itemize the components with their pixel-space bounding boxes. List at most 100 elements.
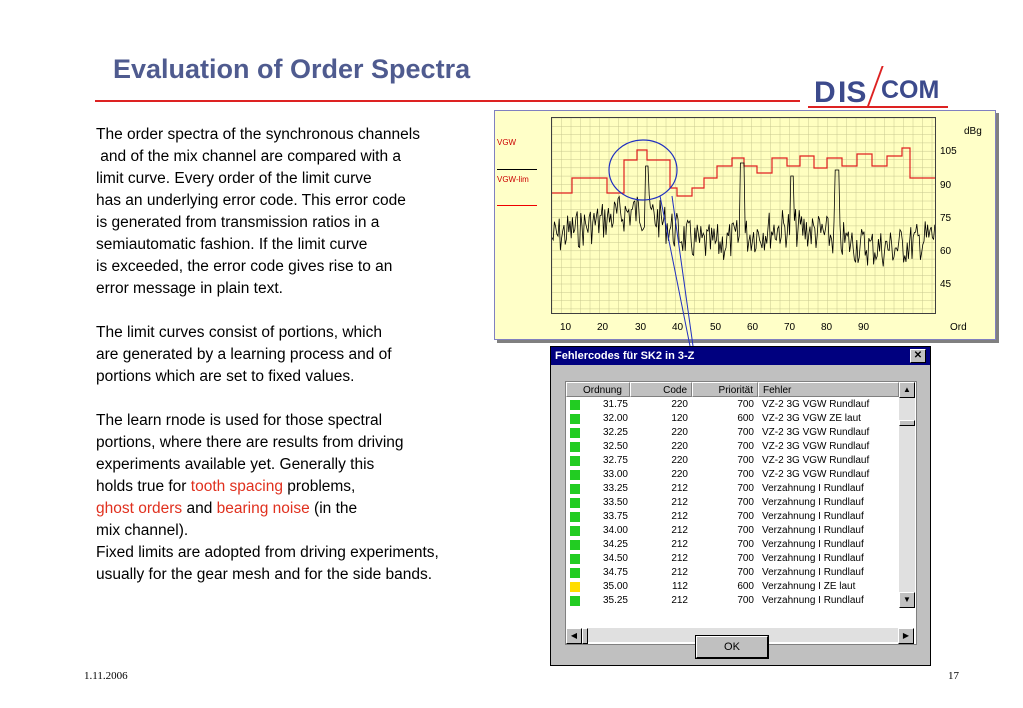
table-row[interactable]: 34.75 212 700 Verzahnung I Rundlauf (566, 566, 898, 580)
table-row[interactable]: 32.00 120 600 VZ-2 3G VGW ZE laut (566, 412, 898, 426)
fehler-cell: Verzahnung I ZE laut (762, 581, 856, 592)
table-row[interactable]: 35.25 212 700 Verzahnung I Rundlauf (566, 594, 898, 608)
dialog-title: Fehlercodes für SK2 in 3-Z (555, 350, 695, 362)
fehler-cell: Verzahnung I Rundlauf (762, 525, 864, 536)
fehler-cell: Verzahnung I Rundlauf (762, 553, 864, 564)
prioritaet-cell: 700 (737, 469, 754, 480)
logo-underline (808, 106, 948, 108)
horizontal-scrollbar[interactable]: ◀ ▶ (566, 628, 914, 644)
prioritaet-cell: 700 (737, 455, 754, 466)
scroll-thumb[interactable] (899, 420, 915, 426)
page-number: 17 (948, 670, 959, 682)
status-indicator-icon (570, 526, 580, 536)
spectrum-plot-area (551, 117, 936, 314)
code-cell: 220 (671, 427, 688, 438)
table-row[interactable]: 33.00 220 700 VZ-2 3G VGW Rundlauf (566, 468, 898, 482)
fehler-cell: VZ-2 3G VGW Rundlauf (762, 427, 870, 438)
ordnung-cell: 32.75 (602, 455, 628, 466)
text-line: mix channel). (96, 522, 189, 539)
table-row[interactable]: 34.25 212 700 Verzahnung I Rundlauf (566, 538, 898, 552)
footer-date: 1.11.2006 (84, 670, 128, 682)
code-cell: 112 (672, 581, 688, 592)
code-cell: 212 (671, 539, 688, 550)
code-cell: 220 (671, 441, 688, 452)
column-header-fehler[interactable]: Fehler (758, 382, 899, 397)
ordnung-cell: 31.75 (602, 399, 628, 410)
table-row[interactable]: 32.50 220 700 VZ-2 3G VGW Rundlauf (566, 440, 898, 454)
title-underline (95, 100, 800, 102)
table-row[interactable]: 33.50 212 700 Verzahnung I Rundlauf (566, 496, 898, 510)
vertical-scrollbar[interactable]: ▲ ▼ (899, 382, 915, 608)
table-row[interactable]: 32.25 220 700 VZ-2 3G VGW Rundlauf (566, 426, 898, 440)
legend-vgw-lim-line (497, 205, 537, 206)
text-line: error message in plain text. (96, 280, 283, 297)
status-indicator-icon (570, 512, 580, 522)
ok-button[interactable]: OK (695, 635, 769, 659)
code-cell: 212 (671, 483, 688, 494)
text-line: The learn rnode is used for those spectr… (96, 412, 383, 429)
status-indicator-icon (570, 442, 580, 452)
text-line: Fixed limits are adopted from driving ex… (96, 544, 439, 561)
fehler-cell: VZ-2 3G VGW Rundlauf (762, 469, 870, 480)
hscroll-thumb[interactable] (582, 628, 588, 644)
code-cell: 212 (671, 497, 688, 508)
ordnung-cell: 33.00 (602, 469, 628, 480)
status-indicator-icon (570, 400, 580, 410)
fehler-cell: VZ-2 3G VGW Rundlauf (762, 455, 870, 466)
ordnung-cell: 33.50 (602, 497, 628, 508)
prioritaet-cell: 700 (737, 525, 754, 536)
y-unit: dBg (964, 126, 982, 137)
text-span: holds true for (96, 478, 191, 495)
scroll-left-icon[interactable]: ◀ (566, 628, 582, 644)
highlight-bearing-noise: bearing noise (216, 500, 310, 517)
table-row[interactable]: 33.75 212 700 Verzahnung I Rundlauf (566, 510, 898, 524)
ordnung-cell: 32.00 (602, 413, 628, 424)
code-cell: 212 (671, 525, 688, 536)
x-tick: 90 (858, 322, 870, 333)
prioritaet-cell: 700 (737, 595, 754, 606)
legend-vgw-lim: VGW-lim (497, 175, 529, 184)
fehler-cell: Verzahnung I Rundlauf (762, 539, 864, 550)
prioritaet-cell: 700 (737, 427, 754, 438)
y-tick: 45 (940, 279, 952, 290)
scroll-up-icon[interactable]: ▲ (899, 382, 915, 398)
status-indicator-icon (570, 554, 580, 564)
text-line: experiments available yet. Generally thi… (96, 456, 375, 473)
dialog-titlebar: Fehlercodes für SK2 in 3-Z ✕ (551, 347, 930, 365)
scroll-right-icon[interactable]: ▶ (898, 628, 914, 644)
fehler-cell: Verzahnung I Rundlauf (762, 483, 864, 494)
text-line: is generated from transmission ratios in… (96, 214, 380, 231)
column-header-ordnung[interactable]: Ordnung (566, 382, 630, 397)
spectrum-curve (551, 162, 936, 267)
code-cell: 220 (671, 469, 688, 480)
column-header-prioritaet[interactable]: Priorität (692, 382, 758, 397)
prioritaet-cell: 600 (737, 581, 754, 592)
code-cell: 212 (671, 595, 688, 606)
scroll-down-icon[interactable]: ▼ (899, 592, 915, 608)
prioritaet-cell: 700 (737, 399, 754, 410)
logo-is: IS (838, 76, 867, 109)
table-row[interactable]: 35.00 112 600 Verzahnung I ZE laut (566, 580, 898, 594)
highlight-circle (608, 139, 678, 201)
status-indicator-icon (570, 568, 580, 578)
table-row[interactable]: 34.50 212 700 Verzahnung I Rundlauf (566, 552, 898, 566)
fehler-cell: Verzahnung I Rundlauf (762, 511, 864, 522)
close-icon[interactable]: ✕ (910, 349, 926, 363)
table-row[interactable]: 34.00 212 700 Verzahnung I Rundlauf (566, 524, 898, 538)
x-tick: 20 (597, 322, 609, 333)
table-row[interactable]: 32.75 220 700 VZ-2 3G VGW Rundlauf (566, 454, 898, 468)
column-header-code[interactable]: Code (630, 382, 692, 397)
x-tick: 50 (710, 322, 722, 333)
prioritaet-cell: 700 (737, 539, 754, 550)
slide-title: Evaluation of Order Spectra (113, 54, 471, 84)
x-tick: 80 (821, 322, 833, 333)
table-row[interactable]: 33.25 212 700 Verzahnung I Rundlauf (566, 482, 898, 496)
text-line: and of the mix channel are compared with… (96, 148, 402, 165)
table-row[interactable]: 31.75 220 700 VZ-2 3G VGW Rundlauf (566, 398, 898, 412)
error-code-list[interactable]: Ordnung Code Priorität Fehler 31.75 220 70… (565, 381, 917, 645)
text-line: limit curve. Every order of the limit cu… (96, 170, 372, 187)
prioritaet-cell: 700 (737, 483, 754, 494)
x-tick: 70 (784, 322, 796, 333)
ordnung-cell: 32.50 (602, 441, 628, 452)
x-tick: 40 (672, 322, 684, 333)
